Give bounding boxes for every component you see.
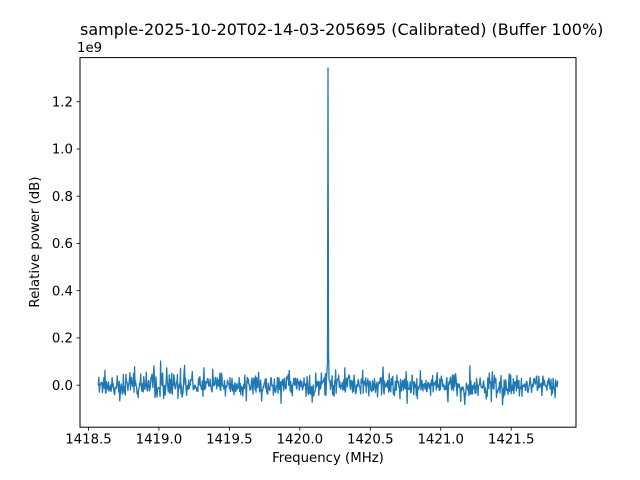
x-axis-label: Frequency (MHz) — [272, 451, 384, 466]
y-tick-label: 0.2 — [52, 332, 73, 347]
spectrum-line — [97, 67, 559, 406]
x-tick-label: 1419.0 — [136, 433, 183, 448]
x-tick-label: 1420.5 — [347, 433, 394, 448]
chart-title: sample-2025-10-20T02-14-03-205695 (Calib… — [80, 20, 604, 39]
axes-frame — [79, 57, 577, 428]
x-tick-label: 1420.0 — [277, 433, 324, 448]
x-tick-label: 1421.5 — [488, 433, 535, 448]
x-tick-label: 1421.0 — [417, 433, 464, 448]
y-tick-label: 0.4 — [52, 284, 73, 299]
x-tick-label: 1418.5 — [65, 433, 112, 448]
y-tick-label: 0.0 — [52, 379, 73, 394]
x-tick-label: 1419.5 — [206, 433, 253, 448]
y-axis-offset-text: 1e9 — [77, 41, 103, 56]
y-tick-label: 0.8 — [52, 190, 73, 205]
y-tick-label: 0.6 — [52, 237, 73, 252]
y-tick-label: 1.2 — [52, 95, 73, 110]
y-tick-label: 1.0 — [52, 143, 73, 158]
